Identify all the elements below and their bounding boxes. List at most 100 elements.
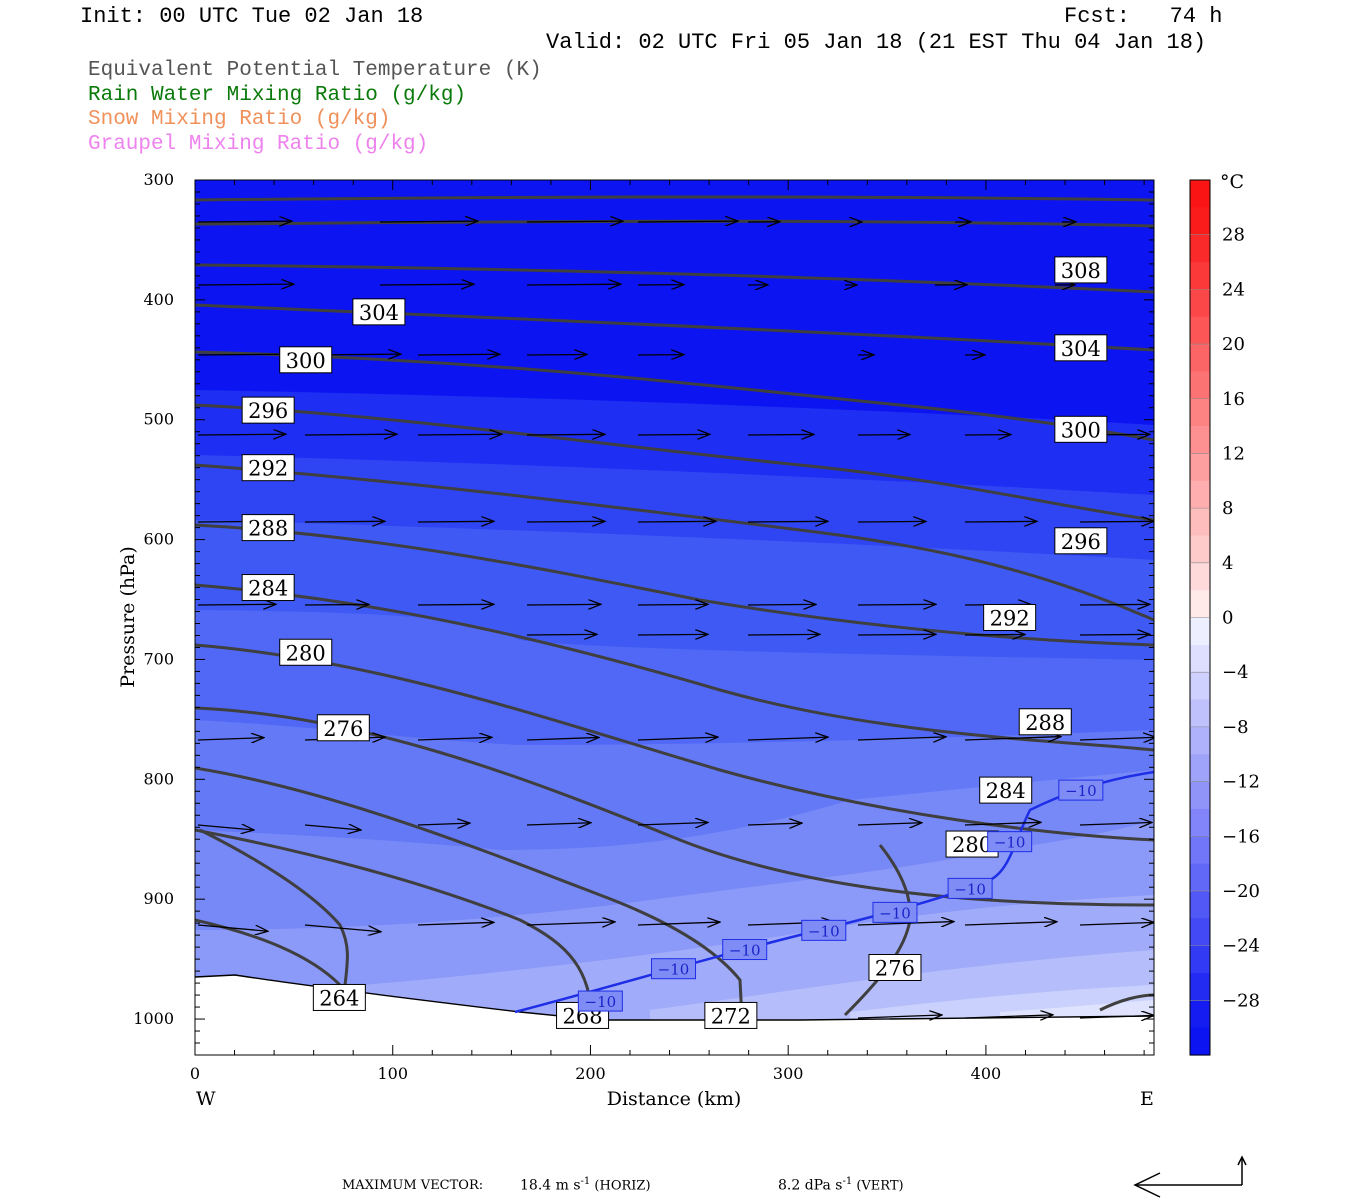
- theta-e-contour: [195, 303, 1154, 352]
- wind-vector: [197, 354, 294, 355]
- wind-vector: [304, 434, 397, 435]
- theta-e-label-box: [704, 1001, 758, 1029]
- theta-e-label: 292: [990, 607, 1030, 631]
- wind-vector: [1079, 822, 1152, 825]
- colorbar-label: 0: [1222, 608, 1233, 629]
- wind-vector: [637, 823, 708, 825]
- theta-e-label: 284: [248, 577, 288, 601]
- isotherm-label-box: [947, 877, 993, 899]
- theta-e-label-box: [352, 298, 406, 326]
- theta-e-label: 300: [1061, 418, 1101, 442]
- legend-snow: Snow Mixing Ratio (g/kg): [88, 108, 391, 131]
- wind-vector: [857, 823, 922, 825]
- colorbar-segment: [1190, 644, 1210, 673]
- wind-vector: [964, 1015, 1053, 1018]
- forecast-hour: Fcst: 74 h: [1064, 4, 1223, 29]
- colorbar-label: −8: [1222, 717, 1249, 738]
- isotherm-label-box: [987, 831, 1033, 853]
- legend-theta-e: Equivalent Potential Temperature (K): [88, 59, 542, 82]
- x-tick-label: 400: [971, 1064, 1002, 1083]
- colorbar-segment: [1190, 672, 1210, 701]
- wind-vector: [379, 284, 474, 285]
- vert-exponent: -1: [842, 1176, 853, 1187]
- theta-e-labels: 308 304 304 300 300 296 296 292 292 288 288 284 284 2…: [241, 256, 1108, 1029]
- wind-vector: [857, 634, 936, 635]
- colorbar-label: −12: [1222, 772, 1260, 793]
- x-axis-title: Distance (km): [607, 1088, 742, 1110]
- wind-vector: [637, 737, 718, 740]
- wind-vector: [197, 825, 254, 830]
- wind-vector: [304, 924, 381, 932]
- colorbar-segment: [1190, 754, 1210, 783]
- colorbar-segment: [1190, 590, 1210, 619]
- wind-vector: [857, 922, 954, 925]
- terrain-mask: [195, 975, 1154, 1055]
- theta-e-label: 304: [359, 301, 399, 325]
- colorbar-label: 16: [1222, 389, 1245, 410]
- theta-e-label: 280: [286, 641, 326, 665]
- colorbar-segment: [1190, 180, 1210, 208]
- colorbar-segment: [1190, 453, 1210, 482]
- temperature-labels: −10 −10 −10 −10 −10 −10 −10 −10: [577, 779, 1104, 1012]
- wind-vector: [417, 823, 470, 825]
- theta-e-label-box: [279, 638, 333, 666]
- colorbar-segment: [1190, 781, 1210, 810]
- colorbar-segment: [1190, 1027, 1210, 1056]
- theta-e-label: 288: [248, 517, 288, 541]
- wind-vector: [637, 922, 720, 925]
- wind-vector: [747, 434, 814, 435]
- colorbar-segment: [1190, 972, 1210, 1001]
- theta-e-label: 308: [1061, 259, 1101, 283]
- theta-e-label-box: [1054, 527, 1108, 555]
- horiz-suffix: (HORIZ): [590, 1178, 651, 1194]
- y-tick-label: 600: [143, 530, 174, 549]
- horiz-value: 18.4 m s: [520, 1177, 581, 1194]
- wind-vector: [304, 825, 361, 830]
- wind-vector: [526, 634, 597, 635]
- theta-e-label-box: [241, 574, 295, 602]
- y-tick-label: 800: [143, 769, 174, 788]
- theta-e-label: 276: [875, 957, 915, 981]
- colorbar-label: 24: [1222, 279, 1245, 300]
- isotherm-label-box: [872, 901, 918, 923]
- colorbar-label: 28: [1222, 225, 1245, 246]
- horiz-exponent: -1: [580, 1176, 591, 1187]
- colorbar-segment: [1190, 316, 1210, 345]
- max-vector-horiz: 18.4 m s-1 (HORIZ): [520, 1177, 651, 1193]
- colorbar-segment: [1190, 262, 1210, 290]
- wind-vector: [1079, 604, 1150, 605]
- colorbar-segment: [1190, 890, 1210, 919]
- wind-vector: [637, 634, 708, 635]
- axis-ticks: [194, 179, 1154, 1056]
- wind-vector: [637, 604, 708, 605]
- wind-vector: [747, 604, 816, 605]
- wind-vector: [857, 737, 946, 740]
- wind-vector: [637, 434, 710, 435]
- colorbar-label: −20: [1222, 881, 1260, 902]
- colorbar-label: −4: [1222, 662, 1249, 683]
- theta-e-label-box: [279, 346, 333, 374]
- wind-vector: [1079, 1015, 1154, 1018]
- colorbar: 28 24 20 16 12 8 4 0 −4 −8 −12 −16 −20 −24 −28: [1189, 179, 1260, 1056]
- colorbar-segment: [1190, 1000, 1210, 1029]
- wind-vector: [526, 521, 605, 522]
- max-vector-vert: 8.2 dPa s-1 (VERT): [778, 1177, 904, 1193]
- vert-value: 8.2 dPa s: [778, 1177, 843, 1194]
- wind-vector: [857, 521, 926, 522]
- colorbar-segment: [1190, 617, 1210, 646]
- wind-vector: [526, 922, 615, 925]
- theta-e-label: 296: [248, 399, 288, 423]
- y-tick-label: 300: [143, 170, 174, 189]
- colorbar-label: 8: [1222, 498, 1233, 519]
- colorbar-segment: [1190, 726, 1210, 755]
- wind-vector: [197, 221, 292, 222]
- reference-vector-horiz-head: [1133, 1172, 1161, 1198]
- colorbar-segment: [1190, 480, 1210, 509]
- wind-vector: [526, 221, 623, 222]
- colorbar-segment: [1190, 863, 1210, 892]
- y-tick-label: 900: [143, 889, 174, 908]
- legend-rain-water: Rain Water Mixing Ratio (g/kg): [88, 84, 467, 107]
- wind-vector: [379, 221, 478, 222]
- colorbar-label: −16: [1222, 826, 1260, 847]
